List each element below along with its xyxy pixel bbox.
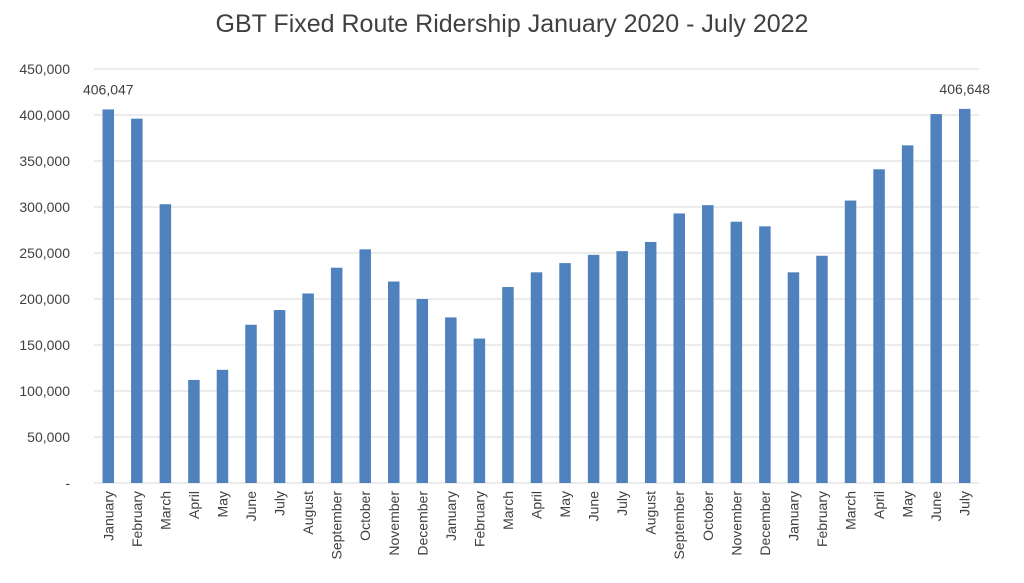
y-tick-label: - [65, 475, 70, 491]
x-axis-ticks: January February March April May June July Augu… [100, 491, 972, 560]
data-labels: 406,047 406,648 [83, 81, 990, 98]
y-tick-label: 400,000 [19, 107, 70, 123]
x-tick-label: June [243, 491, 259, 522]
bar [330, 267, 343, 483]
bar [816, 255, 828, 483]
x-tick-label: May [557, 491, 573, 517]
bars [102, 108, 971, 484]
bar [559, 263, 571, 483]
x-tick-label: May [900, 491, 916, 517]
x-tick-label: March [500, 491, 516, 530]
x-tick-label: June [928, 491, 944, 522]
x-tick-label: January [785, 491, 801, 541]
x-tick-label: December [414, 491, 430, 556]
data-label: 406,648 [939, 81, 990, 97]
x-tick-label: December [757, 491, 773, 556]
bar [416, 299, 429, 483]
x-tick-label: July [614, 491, 630, 516]
y-tick-label: 450,000 [19, 61, 70, 77]
bar [644, 241, 657, 483]
bar [359, 249, 371, 483]
bar [873, 169, 885, 483]
y-tick-label: 200,000 [19, 291, 70, 307]
x-tick-label: November [386, 491, 402, 556]
x-tick-label: April [186, 491, 202, 519]
y-tick-label: 300,000 [19, 199, 70, 215]
bar [730, 221, 743, 483]
bar [673, 213, 685, 483]
bar [188, 379, 200, 483]
x-tick-label: February [814, 491, 830, 547]
y-tick-label: 350,000 [19, 153, 70, 169]
x-tick-label: June [586, 491, 602, 522]
x-tick-label: July [272, 491, 288, 516]
y-tick-label: 150,000 [19, 337, 70, 353]
x-tick-label: March [157, 491, 173, 530]
x-tick-label: April [529, 491, 545, 519]
bar [702, 205, 714, 483]
bar [787, 272, 800, 483]
x-tick-label: October [700, 491, 716, 541]
bar [302, 293, 314, 483]
bar [530, 272, 543, 483]
x-tick-label: August [643, 491, 659, 535]
bar [131, 118, 143, 484]
data-label: 406,047 [83, 81, 134, 97]
chart-title: GBT Fixed Route Ridership January 2020 -… [215, 10, 809, 38]
x-tick-label: April [871, 491, 887, 519]
bar [587, 254, 600, 483]
bar [844, 200, 857, 483]
x-tick-label: November [728, 491, 744, 556]
x-tick-label: July [957, 491, 973, 516]
bar [502, 287, 514, 483]
x-tick-label: September [329, 491, 345, 560]
x-tick-label: February [129, 491, 145, 547]
bar [216, 369, 229, 483]
bar [388, 281, 400, 483]
x-tick-label: May [214, 491, 230, 517]
bar [958, 108, 971, 483]
bar [245, 324, 257, 483]
bar [759, 226, 771, 483]
x-tick-label: January [443, 491, 459, 541]
x-tick-label: September [671, 491, 687, 560]
bar [445, 317, 457, 483]
bar [102, 109, 115, 483]
x-tick-label: October [357, 491, 373, 541]
y-tick-label: 100,000 [19, 383, 70, 399]
x-tick-label: February [471, 491, 487, 547]
y-axis-ticks: - 50,000 100,000 150,000 200,000 250,000 300,0… [19, 61, 70, 491]
bar [159, 204, 172, 484]
bar [930, 114, 942, 483]
bar [901, 145, 914, 484]
x-tick-label: August [300, 491, 316, 535]
x-tick-label: January [100, 491, 116, 541]
bar [473, 338, 486, 483]
bar [273, 310, 286, 483]
y-tick-label: 50,000 [27, 429, 70, 445]
y-tick-label: 250,000 [19, 245, 70, 261]
bar [616, 251, 628, 483]
x-tick-label: March [843, 491, 859, 530]
